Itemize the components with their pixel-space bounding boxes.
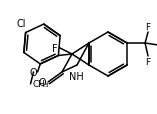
Text: F: F	[52, 43, 57, 53]
Text: O: O	[38, 77, 46, 87]
Text: O: O	[30, 67, 38, 77]
Text: NH: NH	[69, 71, 83, 81]
Text: Cl: Cl	[17, 18, 26, 28]
Text: F: F	[146, 57, 151, 66]
Text: CH₃: CH₃	[32, 80, 49, 89]
Text: F: F	[146, 23, 151, 32]
